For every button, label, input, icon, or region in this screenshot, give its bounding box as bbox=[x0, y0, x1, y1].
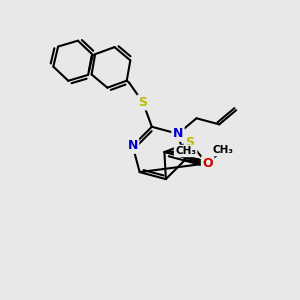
Text: CH₃: CH₃ bbox=[175, 146, 196, 156]
Text: S: S bbox=[185, 136, 194, 149]
Text: O: O bbox=[202, 158, 213, 170]
Text: N: N bbox=[173, 127, 183, 140]
Text: N: N bbox=[128, 140, 138, 152]
Text: CH₃: CH₃ bbox=[213, 145, 234, 155]
Text: S: S bbox=[139, 96, 148, 109]
